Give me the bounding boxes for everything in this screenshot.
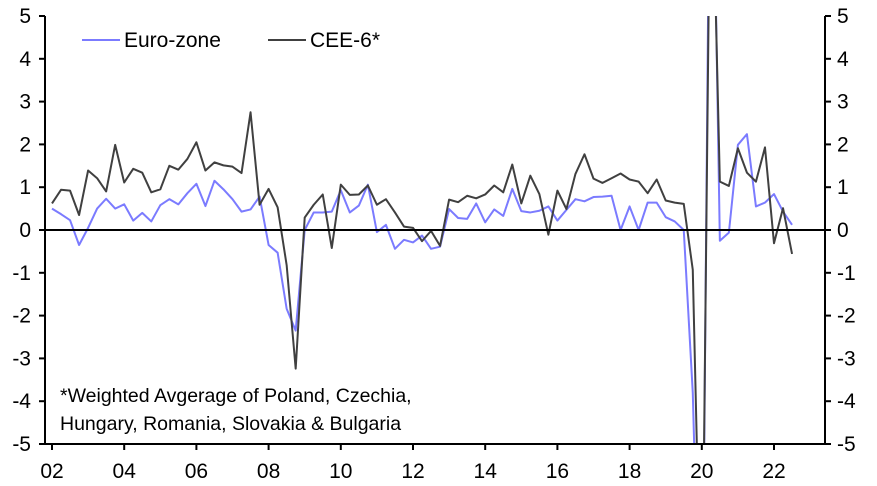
legend-label-euro-zone: Euro-zone (124, 29, 221, 52)
x-tick-label: 20 (690, 460, 713, 483)
x-tick-label: 16 (546, 460, 569, 483)
y-tick-label-left: -3 (12, 347, 31, 370)
y-tick-label-left: 5 (19, 5, 31, 28)
x-tick-label: 14 (474, 460, 498, 483)
legend-label-cee-6: CEE-6* (310, 29, 380, 52)
annotation-line-1: *Weighted Avgerage of Poland, Czechia, (60, 385, 412, 407)
y-tick-label-right: 5 (837, 5, 849, 28)
y-tick-label-right: -1 (837, 262, 856, 285)
x-tick-label: 10 (329, 460, 352, 483)
y-tick-label-right: -5 (837, 433, 856, 456)
y-tick-label-right: 0 (837, 219, 849, 242)
x-tick-label: 18 (618, 460, 641, 483)
y-tick-label-left: 1 (19, 176, 31, 199)
y-tick-label-left: -4 (12, 390, 31, 413)
x-tick-label: 12 (401, 460, 424, 483)
annotation-line-2: Hungary, Romania, Slovakia & Bulgaria (60, 413, 401, 435)
y-tick-label-left: 4 (19, 48, 31, 71)
y-tick-label-right: 3 (837, 91, 849, 114)
y-tick-label-left: 0 (19, 219, 31, 242)
y-tick-label-left: -1 (12, 262, 31, 285)
y-tick-label-right: -4 (837, 390, 856, 413)
y-tick-label-right: 2 (837, 133, 849, 156)
legend: Euro-zone CEE-6* (82, 29, 380, 52)
y-tick-label-right: 1 (837, 176, 849, 199)
x-tick-label: 02 (40, 460, 63, 483)
axes: -5 -5-4 -4-3 -3-2 -2-1 -10 01 12 23 34 45 502 04 06 08… (12, 5, 856, 483)
y-tick-label-left: -2 (12, 305, 31, 328)
y-tick-label-left: 2 (19, 133, 31, 156)
x-tick-label: 08 (257, 460, 280, 483)
y-tick-label-left: -5 (12, 433, 31, 456)
y-tick-label-right: 4 (837, 48, 849, 71)
y-tick-label-left: 3 (19, 91, 31, 114)
y-tick-label-right: -3 (837, 347, 856, 370)
x-tick-label: 04 (113, 460, 137, 483)
annotation: *Weighted Avgerage of Poland, Czechia, H… (60, 385, 412, 435)
x-tick-label: 22 (762, 460, 785, 483)
x-tick-label: 06 (185, 460, 208, 483)
y-tick-label-right: -2 (837, 305, 856, 328)
